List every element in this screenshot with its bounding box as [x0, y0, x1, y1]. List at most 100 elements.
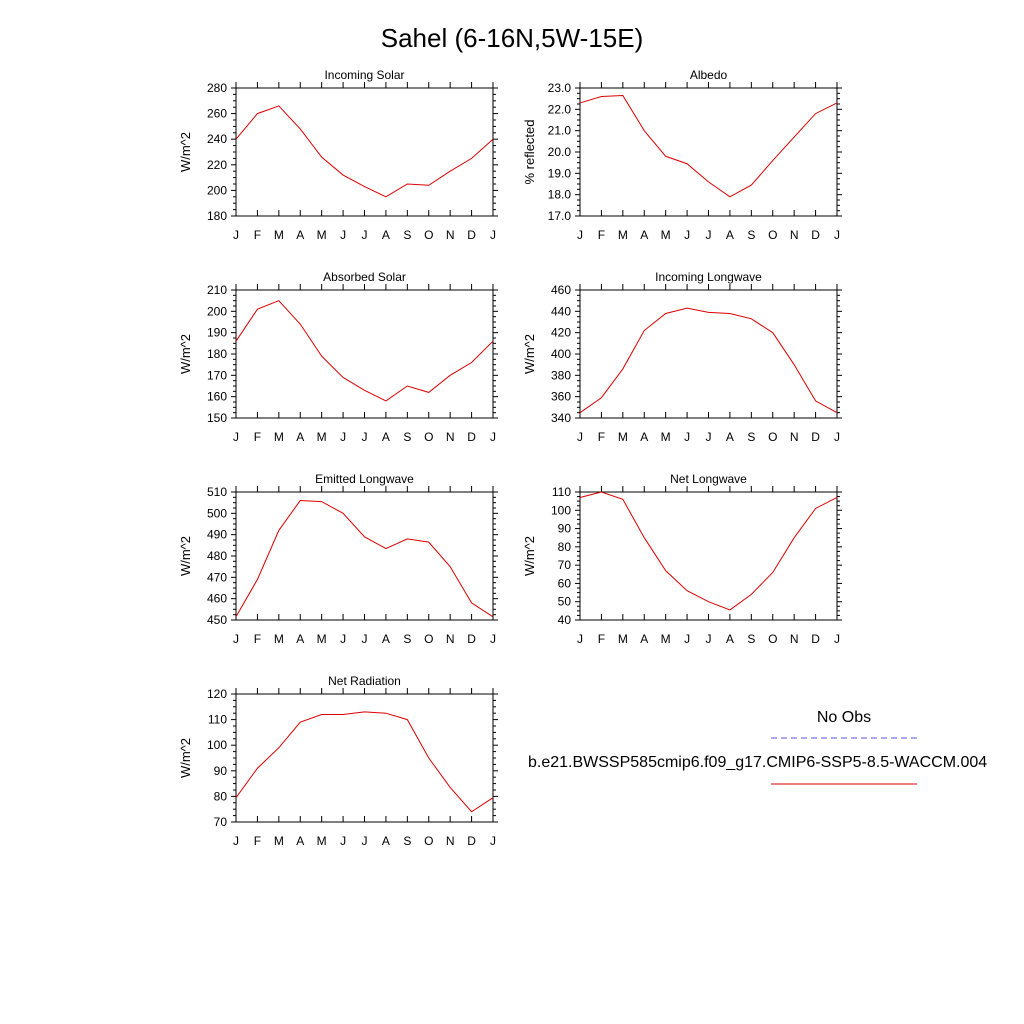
y-tick-label: 470: [207, 570, 227, 584]
y-axis-label: % reflected: [522, 119, 537, 184]
x-tick-label: J: [577, 430, 583, 444]
x-tick-label: A: [640, 228, 648, 242]
x-tick-label: M: [618, 632, 628, 646]
x-tick-label: J: [340, 430, 346, 444]
x-tick-label: D: [467, 228, 476, 242]
y-tick-label: 200: [207, 183, 227, 197]
y-tick-label: 21.0: [548, 124, 572, 138]
series-line: [579, 94, 838, 198]
x-tick-label: M: [274, 430, 284, 444]
x-tick-label: O: [424, 430, 433, 444]
panel-title: Emitted Longwave: [315, 472, 414, 486]
y-tick-label: 490: [207, 528, 227, 542]
y-tick-label: 80: [214, 789, 228, 803]
figure-title: Sahel (6-16N,5W-15E): [381, 23, 644, 53]
x-tick-label: F: [598, 228, 605, 242]
y-tick-label: 17.0: [548, 209, 572, 223]
x-tick-label: N: [790, 430, 799, 444]
y-tick-label: 180: [207, 347, 227, 361]
x-tick-label: A: [382, 228, 390, 242]
y-tick-label: 450: [207, 613, 227, 627]
x-tick-label: N: [790, 228, 799, 242]
y-tick-label: 18.0: [548, 188, 572, 202]
panel-title: Albedo: [690, 68, 728, 82]
y-tick-label: 60: [558, 576, 572, 590]
x-tick-label: A: [296, 632, 304, 646]
y-axis-label: W/m^2: [178, 132, 193, 172]
x-tick-label: J: [362, 834, 368, 848]
x-tick-label: J: [706, 632, 712, 646]
series-line: [235, 711, 494, 813]
y-axis-label: W/m^2: [178, 738, 193, 778]
x-tick-label: J: [340, 834, 346, 848]
x-tick-label: J: [706, 430, 712, 444]
y-axis-label: W/m^2: [178, 334, 193, 374]
x-tick-label: J: [340, 632, 346, 646]
x-tick-label: A: [640, 430, 648, 444]
x-tick-label: J: [362, 632, 368, 646]
x-tick-label: A: [296, 430, 304, 444]
y-tick-label: 460: [551, 283, 571, 297]
x-tick-label: O: [424, 632, 433, 646]
plot-frame: [579, 87, 838, 217]
y-tick-label: 190: [207, 326, 227, 340]
y-tick-label: 380: [551, 368, 571, 382]
y-tick-label: 180: [207, 209, 227, 223]
x-tick-label: D: [811, 430, 820, 444]
x-tick-label: F: [254, 834, 261, 848]
legend: No Obs b.e21.BWSSP585cmip6.f09_g17.CMIP6…: [528, 709, 987, 785]
x-tick-label: D: [467, 834, 476, 848]
x-tick-label: A: [382, 834, 390, 848]
x-tick-label: S: [747, 228, 755, 242]
y-tick-label: 420: [551, 326, 571, 340]
x-tick-label: F: [598, 632, 605, 646]
y-tick-label: 160: [207, 390, 227, 404]
panel-title: Incoming Longwave: [655, 270, 762, 284]
x-tick-label: J: [577, 228, 583, 242]
x-tick-label: J: [233, 834, 239, 848]
y-tick-label: 210: [207, 283, 227, 297]
x-tick-label: M: [317, 632, 327, 646]
plot-frame: [235, 491, 494, 621]
y-tick-label: 400: [551, 347, 571, 361]
y-tick-label: 20.0: [548, 145, 572, 159]
y-tick-label: 90: [558, 522, 572, 536]
x-tick-label: M: [618, 228, 628, 242]
x-tick-label: A: [296, 834, 304, 848]
series-line: [579, 491, 838, 611]
y-tick-label: 510: [207, 485, 227, 499]
y-tick-label: 23.0: [548, 81, 572, 95]
series-line: [579, 307, 838, 414]
x-tick-label: M: [274, 834, 284, 848]
x-tick-label: J: [834, 632, 840, 646]
plot-frame: [235, 289, 494, 419]
x-tick-label: S: [403, 430, 411, 444]
x-tick-label: O: [424, 228, 433, 242]
x-tick-label: S: [747, 430, 755, 444]
x-tick-label: A: [726, 632, 734, 646]
x-tick-label: J: [490, 430, 496, 444]
y-tick-label: 19.0: [548, 166, 572, 180]
x-tick-label: A: [296, 228, 304, 242]
y-tick-label: 260: [207, 107, 227, 121]
y-tick-label: 100: [551, 503, 571, 517]
x-tick-label: J: [340, 228, 346, 242]
x-tick-label: J: [684, 430, 690, 444]
y-tick-label: 220: [207, 158, 227, 172]
panel-title: Net Longwave: [670, 472, 747, 486]
y-tick-label: 50: [558, 595, 572, 609]
y-tick-label: 40: [558, 613, 572, 627]
y-tick-label: 340: [551, 411, 571, 425]
x-tick-label: M: [317, 834, 327, 848]
y-axis-label: W/m^2: [178, 536, 193, 576]
x-tick-label: M: [274, 632, 284, 646]
y-tick-label: 70: [214, 815, 228, 829]
y-tick-label: 90: [214, 764, 228, 778]
panel-title: Absorbed Solar: [323, 270, 406, 284]
y-tick-label: 360: [551, 390, 571, 404]
x-tick-label: A: [726, 430, 734, 444]
x-tick-label: J: [362, 430, 368, 444]
x-tick-label: O: [424, 834, 433, 848]
y-tick-label: 440: [551, 304, 571, 318]
y-tick-label: 150: [207, 411, 227, 425]
